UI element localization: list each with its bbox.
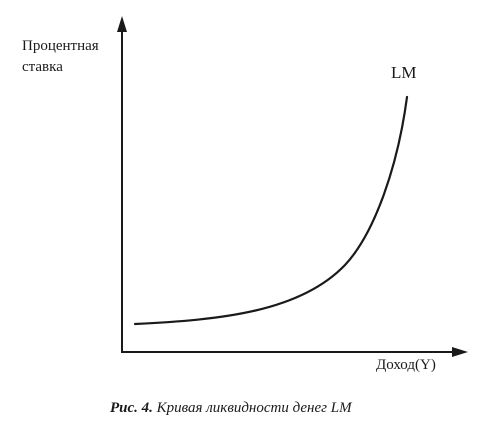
x-axis-label: Доход(Y) <box>376 357 436 373</box>
lm-curve <box>133 95 409 326</box>
x-axis-arrowhead <box>452 347 468 357</box>
caption-prefix: Рис. 4. <box>110 400 153 416</box>
y-axis-label: Процентная ставка <box>22 36 99 78</box>
caption-text: Кривая ликвидности денег LM <box>152 400 352 416</box>
curve-label: LM <box>391 63 417 82</box>
figure-caption: Рис. 4. Кривая ликвидности денег LM <box>110 400 352 417</box>
y-axis-label-line1: Процентная <box>22 38 99 54</box>
y-axis-arrowhead <box>117 16 127 32</box>
y-axis-label-line2: ставка <box>22 59 63 75</box>
